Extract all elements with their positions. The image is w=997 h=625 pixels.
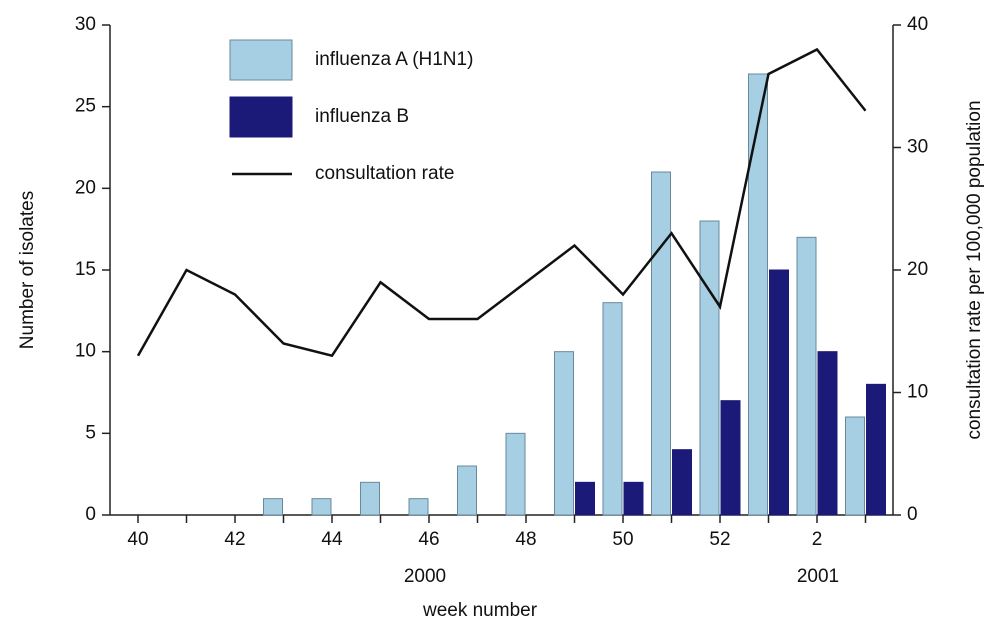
- x-axis-title: week number: [422, 600, 538, 621]
- y-tick-label: 20: [75, 177, 96, 198]
- bar: [311, 498, 332, 516]
- bar: [672, 449, 692, 516]
- y-axis-title: Number of isolates: [17, 191, 38, 349]
- y-tick-label: 5: [85, 422, 96, 443]
- bar: [748, 73, 768, 516]
- bar: [263, 498, 283, 516]
- year-label: 2000: [404, 566, 446, 587]
- x-tick-label: 48: [515, 529, 536, 550]
- bar: [845, 416, 865, 516]
- bar: [505, 432, 526, 516]
- y2-tick-label: 20: [907, 259, 928, 280]
- bar: [720, 400, 741, 516]
- bar: [651, 171, 671, 516]
- bar: [769, 269, 789, 516]
- y2-axis-title: consultation rate per 100,000 population: [964, 100, 985, 439]
- legend-label: influenza B: [315, 106, 409, 127]
- x-tick-label: 42: [224, 529, 245, 550]
- bar: [699, 220, 720, 516]
- x-tick-label: 44: [321, 529, 343, 550]
- legend-label: consultation rate: [315, 163, 454, 184]
- bar: [457, 465, 477, 516]
- x-tick-label: 50: [612, 529, 633, 550]
- bar: [360, 481, 380, 516]
- bar: [554, 351, 574, 516]
- x-tick-label: 46: [418, 529, 439, 550]
- y2-tick-label: 0: [907, 504, 918, 525]
- bar: [866, 383, 886, 516]
- x-tick-label: 52: [709, 529, 730, 550]
- legend-label: influenza A (H1N1): [315, 49, 473, 70]
- bar: [623, 481, 644, 516]
- y2-tick-label: 30: [907, 137, 928, 158]
- y-tick-label: 15: [75, 259, 96, 280]
- year-label: 2001: [797, 566, 839, 587]
- line: [136, 47, 867, 358]
- y2-tick-label: 40: [907, 14, 928, 35]
- y-tick-label: 25: [75, 96, 96, 117]
- bar: [408, 498, 429, 516]
- legend-swatch: [229, 96, 293, 138]
- bar: [575, 481, 595, 516]
- legend-swatch: [229, 39, 293, 81]
- bar: [796, 236, 817, 516]
- x-tick-label: 40: [127, 529, 148, 550]
- y-tick-label: 30: [75, 14, 96, 35]
- y-tick-label: 0: [85, 504, 96, 525]
- y2-tick-label: 10: [907, 382, 928, 403]
- bar: [602, 302, 623, 516]
- bar: [817, 351, 838, 516]
- y-tick-label: 10: [75, 341, 96, 362]
- x-tick-label: 2: [812, 529, 823, 550]
